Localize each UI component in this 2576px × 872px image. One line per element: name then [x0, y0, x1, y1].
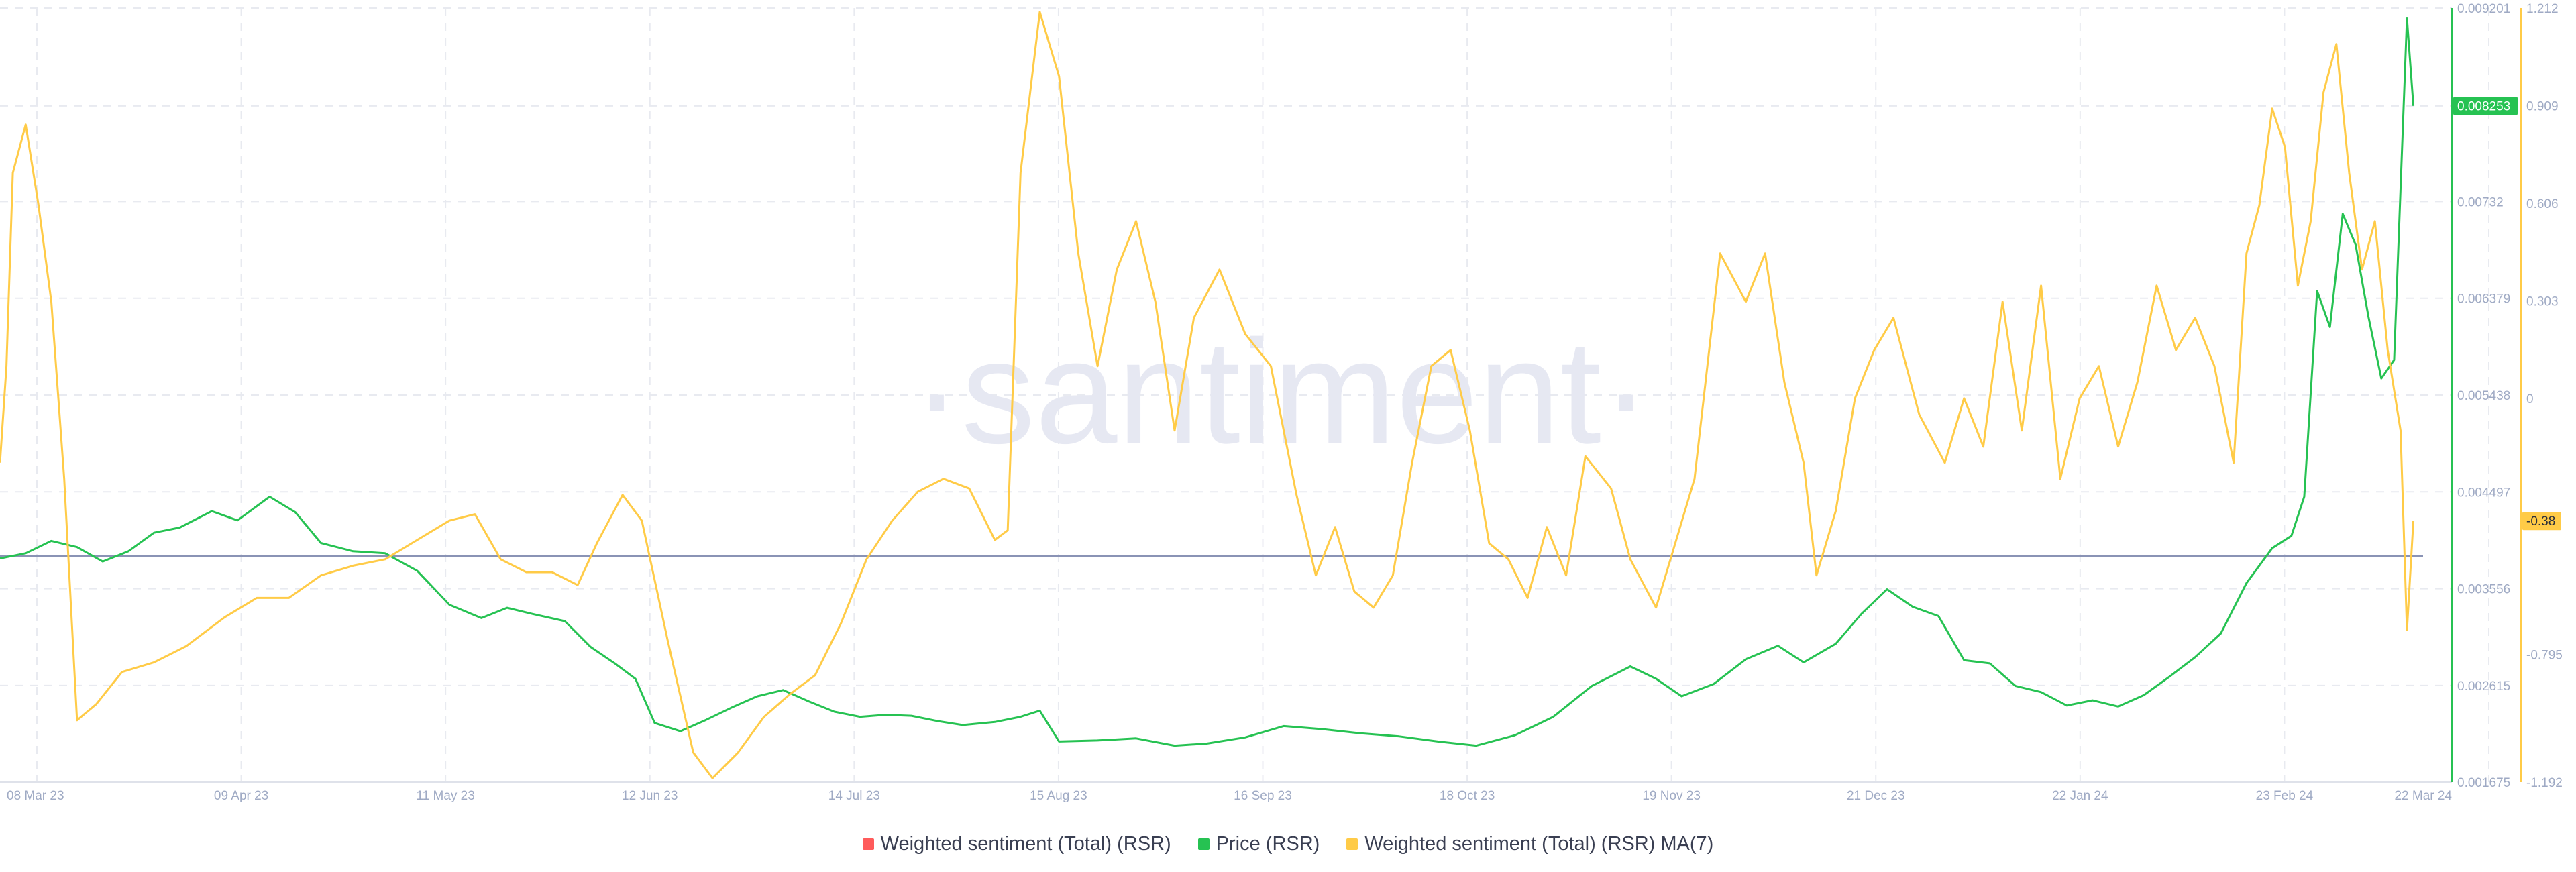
price-current-badge: [2453, 97, 2518, 115]
legend-swatch-weighted-sentiment: [862, 838, 874, 850]
sentiment-tick-label: 0: [2526, 392, 2534, 406]
legend-swatch-price: [1197, 838, 1210, 850]
series-layer: [0, 11, 2423, 779]
sentiment-tick-label: 0.303: [2526, 294, 2559, 309]
sentiment-current-value: -0.38: [2526, 514, 2555, 529]
x-tick-label: 09 Apr 23: [214, 789, 268, 803]
price-current-value: 0.008253: [2457, 99, 2510, 113]
x-tick-label: 21 Dec 23: [1847, 789, 1905, 803]
x-tick-label: 22 Mar 24: [2394, 789, 2452, 803]
price-tick-label: 0.009201: [2457, 2, 2510, 16]
legend-label-weighted-sentiment: Weighted sentiment (Total) (RSR): [880, 832, 1171, 855]
price-tick-label: 0.006379: [2457, 292, 2510, 307]
x-tick-label: 18 Oct 23: [1440, 789, 1495, 803]
price-tick-label: 0.002615: [2457, 679, 2510, 694]
santiment-watermark: ·santiment·: [912, 309, 1650, 474]
x-tick-label: 12 Jun 23: [622, 789, 678, 803]
price-tick-label: 0.005438: [2457, 389, 2510, 403]
legend-swatch-sentiment-ma7: [1346, 838, 1358, 850]
sentiment-tick-label: -0.795: [2526, 648, 2563, 662]
sentiment-tick-label: 0.909: [2526, 99, 2559, 113]
x-tick-label: 16 Sep 23: [1234, 789, 1292, 803]
x-tick-label: 08 Mar 23: [7, 789, 64, 803]
x-tick-label: 11 May 23: [417, 789, 475, 803]
sentiment-tick-label: 1.212: [2526, 2, 2559, 16]
legend-item-price[interactable]: Price (RSR): [1197, 832, 1320, 855]
legend-item-sentiment-ma7[interactable]: Weighted sentiment (Total) (RSR) MA(7): [1346, 833, 1713, 855]
price-tick-label: 0.004497: [2457, 486, 2510, 500]
price-axis-labels: 0.009201 0.008253 0.00732 0.006379 0.005438 0…: [2453, 2, 2518, 790]
sentiment-tick-label: 0.606: [2526, 197, 2559, 211]
price-tick-label: 0.001675: [2457, 776, 2510, 790]
x-axis-labels: 08 Mar 23 09 Apr 23 11 May 23 12 Jun 23 14 J…: [7, 789, 2452, 803]
legend-item-weighted-sentiment[interactable]: Weighted sentiment (Total) (RSR): [862, 832, 1171, 855]
legend-label-price: Price (RSR): [1216, 832, 1320, 855]
price-tick-label: 0.003556: [2457, 583, 2510, 597]
x-tick-label: 15 Aug 23: [1030, 789, 1087, 803]
price-tick-label: 0.00732: [2457, 195, 2504, 209]
x-tick-label: 14 Jul 23: [828, 789, 880, 803]
sentiment-current-badge: [2522, 512, 2561, 531]
x-tick-label: 23 Feb 24: [2256, 789, 2314, 803]
x-tick-label: 19 Nov 23: [1642, 789, 1701, 803]
price-line: [0, 17, 2415, 747]
sentiment-tick-label: -1.192: [2526, 776, 2563, 790]
x-tick-label: 22 Jan 24: [2052, 789, 2108, 803]
sentiment-axis-labels: 1.212 0.909 0.606 0.303 0 -0.38 -0.795 -1.192: [2522, 2, 2563, 790]
chart-legend: Weighted sentiment (Total) (RSR) Price (…: [0, 830, 2576, 857]
legend-label-sentiment-ma7: Weighted sentiment (Total) (RSR) MA(7): [1364, 832, 1714, 855]
sentiment-ma7-line: [0, 11, 2415, 779]
chart-axes: [0, 8, 2522, 783]
